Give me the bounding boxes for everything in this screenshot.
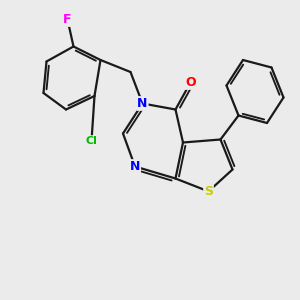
Text: F: F: [63, 13, 72, 26]
Text: Cl: Cl: [85, 136, 98, 146]
Text: S: S: [204, 185, 213, 198]
Text: N: N: [137, 97, 148, 110]
Text: N: N: [130, 160, 140, 173]
Text: O: O: [185, 76, 196, 89]
